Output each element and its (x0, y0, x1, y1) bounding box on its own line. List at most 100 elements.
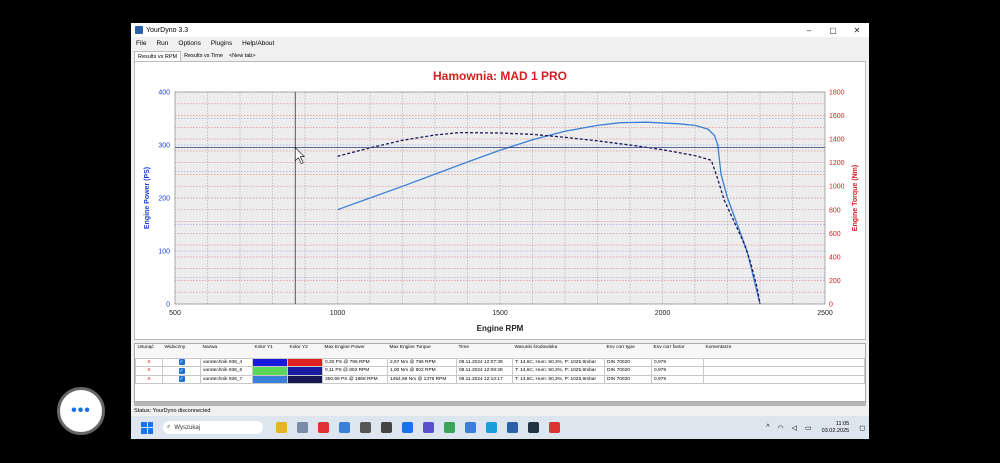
table-header-row: Usunąć Widoczny Nazwa Kolor Y1 Kolor Y2 Max E… (135, 344, 865, 358)
column-header[interactable]: Usunąć (135, 344, 163, 358)
comment[interactable] (703, 374, 865, 384)
mouse-pointer-icon (294, 146, 305, 165)
x-tick-label: 2000 (655, 310, 671, 317)
table-row[interactable]: X ✓ varotechnik 936_6 0,11 PS @ 802 RPM 1,00… (135, 366, 865, 376)
taskbar-search-input[interactable]: ⌕ Wyszukaj (163, 421, 263, 434)
runs-table-panel: Usunąć Widoczny Nazwa Kolor Y1 Kolor Y2 Max E… (134, 343, 866, 402)
taskbar-app-icon[interactable] (465, 422, 476, 433)
run-name: varotechnik 936_7 (200, 374, 253, 384)
color-y2-swatch[interactable] (287, 366, 323, 376)
column-header[interactable]: Time (456, 344, 513, 358)
taskbar-app-icon[interactable] (444, 422, 455, 433)
taskbar-app-icon[interactable] (423, 422, 434, 433)
color-y2-swatch[interactable] (287, 374, 323, 384)
delete-cell[interactable]: X (135, 357, 163, 367)
y-right-tick-label: 1800 (829, 90, 845, 97)
taskbar-app-icon[interactable] (402, 422, 413, 433)
tab-new[interactable]: <New tab> (228, 53, 256, 59)
taskbar-app-icon[interactable] (381, 422, 392, 433)
y-left-tick-label: 0 (166, 302, 170, 309)
y-right-tick-label: 1000 (829, 184, 845, 191)
title-bar: YourDyno 3.3 – ▢ ✕ (131, 23, 869, 37)
taskbar-app-icon[interactable] (318, 422, 329, 433)
color-y1-swatch[interactable] (252, 374, 288, 384)
env-corr-type: DIN 70020 (604, 357, 652, 367)
column-header[interactable]: Widoczny (162, 344, 201, 358)
env-corr-factor: 0,979 (651, 366, 704, 376)
column-header[interactable]: Kolor Y2 (287, 344, 323, 358)
table-row[interactable]: X ✓ varotechnik 936_4 0,30 PS @ 796 RPM 2,67… (135, 357, 865, 367)
windows-taskbar: ⌕ Wyszukaj ^ ◠ ◁ ▭ 11:05 03.02.2025 ◻ (131, 416, 869, 439)
maximize-button[interactable]: ▢ (829, 25, 837, 35)
tab-results-vs-rpm[interactable]: Results vs RPM (134, 51, 182, 61)
y-right-axis-label: Engine Torque (Nm) (852, 165, 859, 231)
column-header[interactable]: Warunki środowiska (512, 344, 605, 358)
volume-icon[interactable]: ◁ (791, 424, 798, 432)
y-right-tick-label: 800 (829, 207, 841, 214)
tab-results-vs-time[interactable]: Results vs Time (184, 53, 223, 59)
window-title: YourDyno 3.3 (146, 26, 189, 34)
run-time: 08.11.2024 12:07:39 (456, 357, 513, 367)
x-tick-label: 2500 (817, 310, 833, 317)
comment[interactable] (703, 366, 865, 376)
wifi-icon[interactable]: ◠ (777, 424, 784, 432)
taskbar-app-icon[interactable] (276, 422, 287, 433)
yourdyno-window: YourDyno 3.3 – ▢ ✕ File Run Options Plug… (131, 23, 869, 439)
dyno-chart-panel: Hamownia: MAD 1 PRO 500 1000 1500 2000 2500 0 1… (134, 61, 866, 340)
color-y1-swatch[interactable] (252, 366, 288, 376)
y-left-tick-label: 400 (158, 90, 170, 97)
torque-curve-line (337, 131, 761, 305)
chevron-up-icon[interactable]: ^ (766, 424, 770, 431)
y-right-tick-label: 200 (829, 278, 841, 285)
env-corr-factor: 0,979 (651, 374, 704, 384)
comment[interactable] (703, 357, 865, 367)
visible-checkbox[interactable]: ✓ (162, 374, 201, 384)
column-header[interactable]: Max Engine Torque (387, 344, 457, 358)
menu-options[interactable]: Options (178, 40, 201, 47)
minimize-button[interactable]: – (806, 25, 812, 35)
clock-time: 11:05 (835, 420, 850, 427)
menu-file[interactable]: File (136, 40, 147, 47)
visible-checkbox[interactable]: ✓ (162, 366, 201, 376)
notification-icon[interactable]: ◻ (859, 424, 865, 432)
battery-icon[interactable]: ▭ (805, 424, 812, 432)
taskbar-app-icon[interactable] (528, 422, 539, 433)
column-header[interactable]: Max Engine Power (322, 344, 388, 358)
start-button[interactable] (141, 421, 153, 434)
menu-help[interactable]: Help/About (242, 40, 275, 47)
color-y1-swatch[interactable] (252, 357, 288, 367)
table-row[interactable]: X ✓ varotechnik 936_7 350,69 PS @ 1868 RPM 1… (135, 374, 865, 384)
taskbar-app-icon[interactable] (360, 422, 371, 433)
menu-plugins[interactable]: Plugins (210, 40, 233, 47)
taskbar-app-icon[interactable] (486, 422, 497, 433)
visible-checkbox[interactable]: ✓ (162, 357, 201, 367)
y-left-tick-label: 200 (158, 196, 170, 203)
column-header[interactable]: Kolor Y1 (252, 344, 288, 358)
search-icon: ⌕ (167, 424, 171, 430)
taskbar-app-icon[interactable] (549, 422, 560, 433)
taskbar-apps (271, 422, 565, 433)
clock[interactable]: 11:05 03.02.2025 (822, 421, 850, 435)
run-time: 08.11.2024 12:10:17 (456, 374, 513, 384)
color-y2-swatch[interactable] (287, 357, 323, 367)
menu-run[interactable]: Run (156, 40, 169, 47)
max-power: 0,11 PS @ 802 RPM (322, 366, 388, 376)
taskbar-app-icon[interactable] (507, 422, 518, 433)
delete-cell[interactable]: X (135, 374, 163, 384)
taskbar-app-icon[interactable] (339, 422, 350, 433)
y-right-tick-label: 1600 (829, 113, 845, 120)
close-button[interactable]: ✕ (853, 25, 861, 35)
column-header[interactable]: Env corr type (604, 344, 652, 358)
menu-bar: File Run Options Plugins Help/About (131, 38, 279, 50)
taskbar-app-icon[interactable] (297, 422, 308, 433)
column-header[interactable]: Env corr factor (651, 344, 704, 358)
run-time: 08.11.2024 12:09:28 (456, 366, 513, 376)
delete-cell[interactable]: X (135, 366, 163, 376)
column-header[interactable]: Komentarze (703, 344, 865, 358)
system-tray: ^ ◠ ◁ ▭ 11:05 03.02.2025 ◻ (762, 421, 869, 435)
column-header[interactable]: Nazwa (200, 344, 253, 358)
checkbox-check-icon: ✓ (178, 367, 185, 374)
more-options-button[interactable]: ••• (57, 387, 105, 435)
max-torque: 2,67 Nm @ 796 RPM (387, 357, 457, 367)
